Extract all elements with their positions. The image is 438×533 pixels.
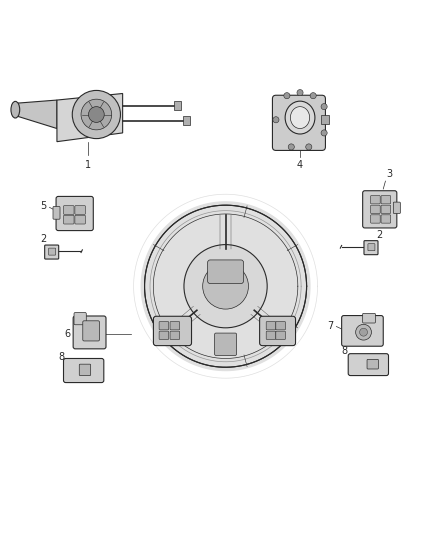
- Text: 7: 7: [328, 321, 334, 330]
- FancyBboxPatch shape: [73, 316, 106, 349]
- FancyBboxPatch shape: [215, 333, 237, 356]
- FancyBboxPatch shape: [393, 202, 400, 214]
- FancyBboxPatch shape: [276, 331, 286, 340]
- FancyBboxPatch shape: [208, 260, 244, 284]
- Polygon shape: [141, 202, 310, 370]
- Circle shape: [297, 90, 303, 96]
- Text: 2: 2: [40, 234, 46, 244]
- Text: 4: 4: [297, 160, 303, 170]
- Text: 5: 5: [41, 201, 47, 212]
- FancyBboxPatch shape: [56, 197, 93, 231]
- FancyBboxPatch shape: [266, 331, 276, 340]
- FancyBboxPatch shape: [381, 205, 391, 214]
- FancyBboxPatch shape: [83, 321, 99, 341]
- Circle shape: [81, 99, 112, 130]
- FancyBboxPatch shape: [371, 205, 380, 214]
- Polygon shape: [153, 214, 298, 359]
- FancyBboxPatch shape: [45, 245, 59, 259]
- Circle shape: [288, 144, 294, 150]
- FancyBboxPatch shape: [364, 241, 378, 255]
- Polygon shape: [148, 209, 303, 364]
- Circle shape: [72, 91, 120, 139]
- FancyBboxPatch shape: [153, 316, 191, 345]
- FancyBboxPatch shape: [53, 206, 60, 219]
- FancyBboxPatch shape: [64, 206, 74, 214]
- Circle shape: [321, 103, 327, 110]
- Polygon shape: [144, 204, 307, 368]
- FancyBboxPatch shape: [159, 331, 169, 340]
- FancyBboxPatch shape: [363, 313, 375, 323]
- Ellipse shape: [285, 101, 315, 134]
- FancyBboxPatch shape: [79, 364, 91, 376]
- Polygon shape: [18, 100, 57, 128]
- Text: 3: 3: [387, 169, 393, 179]
- FancyBboxPatch shape: [381, 215, 391, 223]
- FancyBboxPatch shape: [170, 331, 180, 340]
- Circle shape: [203, 263, 248, 309]
- FancyBboxPatch shape: [348, 354, 389, 376]
- Text: 2: 2: [377, 230, 383, 239]
- FancyBboxPatch shape: [371, 196, 380, 204]
- FancyBboxPatch shape: [272, 95, 325, 150]
- FancyBboxPatch shape: [371, 215, 380, 223]
- Polygon shape: [146, 207, 305, 366]
- FancyBboxPatch shape: [74, 312, 86, 325]
- FancyBboxPatch shape: [276, 321, 286, 330]
- FancyBboxPatch shape: [174, 101, 181, 110]
- FancyBboxPatch shape: [260, 316, 296, 345]
- Text: 8: 8: [342, 346, 348, 357]
- FancyBboxPatch shape: [64, 215, 74, 224]
- FancyBboxPatch shape: [75, 206, 85, 214]
- FancyBboxPatch shape: [363, 191, 397, 228]
- Circle shape: [356, 324, 371, 340]
- Text: 6: 6: [65, 328, 71, 338]
- Circle shape: [310, 93, 316, 99]
- FancyBboxPatch shape: [75, 215, 85, 224]
- FancyBboxPatch shape: [64, 359, 104, 383]
- Circle shape: [321, 130, 327, 136]
- Circle shape: [273, 117, 279, 123]
- FancyBboxPatch shape: [170, 321, 180, 330]
- Circle shape: [360, 328, 367, 336]
- FancyBboxPatch shape: [367, 359, 378, 369]
- FancyBboxPatch shape: [321, 115, 329, 124]
- FancyBboxPatch shape: [381, 196, 391, 204]
- Ellipse shape: [11, 101, 20, 118]
- FancyBboxPatch shape: [49, 248, 56, 255]
- Circle shape: [88, 107, 104, 123]
- Circle shape: [284, 93, 290, 99]
- Polygon shape: [151, 212, 300, 361]
- Ellipse shape: [290, 107, 310, 128]
- Text: 8: 8: [58, 352, 64, 362]
- Text: 1: 1: [85, 160, 91, 170]
- FancyBboxPatch shape: [266, 321, 276, 330]
- FancyBboxPatch shape: [342, 316, 383, 346]
- Circle shape: [184, 245, 267, 328]
- FancyBboxPatch shape: [183, 116, 190, 125]
- FancyBboxPatch shape: [159, 321, 169, 330]
- FancyBboxPatch shape: [368, 244, 375, 251]
- Circle shape: [306, 144, 312, 150]
- Polygon shape: [57, 93, 123, 142]
